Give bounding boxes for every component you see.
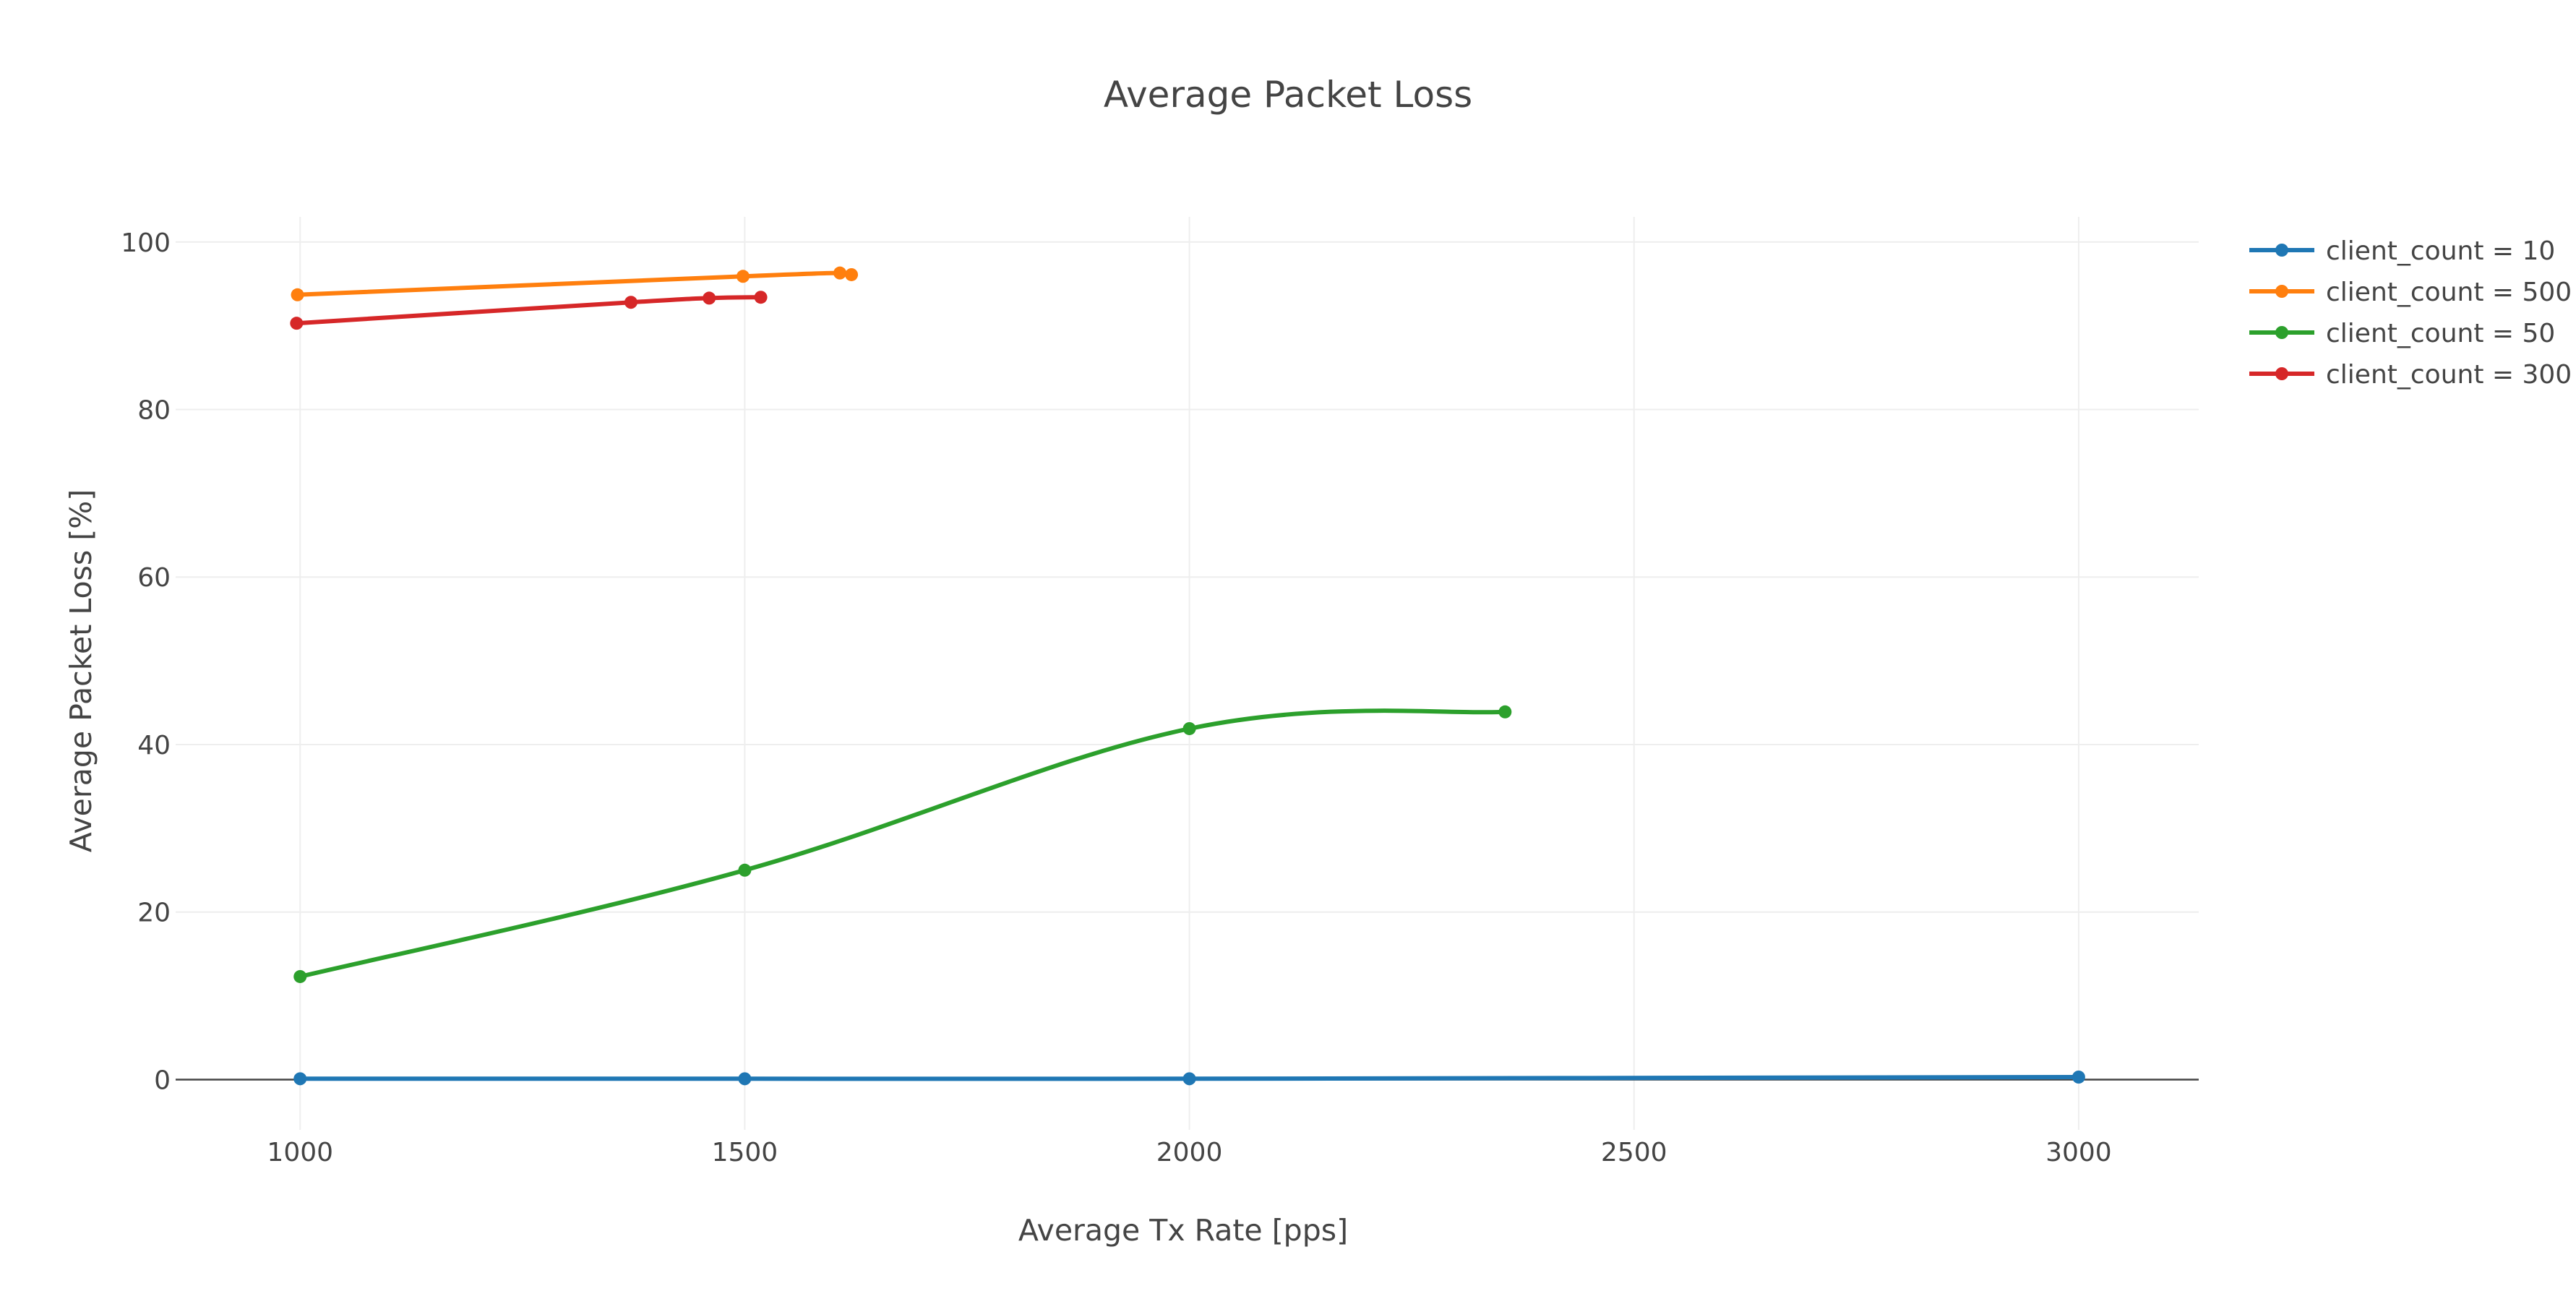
series-line <box>298 708 1508 979</box>
data-point <box>833 266 847 280</box>
data-point <box>291 288 304 301</box>
x-tick-label: 1500 <box>712 1138 778 1167</box>
data-point <box>290 317 304 330</box>
legend-item[interactable]: client_count = 10 <box>2249 236 2555 266</box>
data-point <box>738 863 752 877</box>
legend-label: client_count = 50 <box>2326 319 2555 348</box>
data-point <box>738 1072 752 1086</box>
data-point <box>845 267 859 281</box>
legend-marker <box>2275 285 2288 298</box>
legend-item[interactable]: client_count = 500 <box>2249 278 2572 307</box>
legend-label: client_count = 300 <box>2326 360 2572 390</box>
series-0 <box>293 1071 2085 1086</box>
series-line <box>294 295 763 326</box>
series-line <box>295 270 855 297</box>
data-point <box>1182 1072 1196 1086</box>
legend-marker <box>2275 367 2288 380</box>
legend: client_count = 10 client_count = 500 clien… <box>2249 236 2572 390</box>
y-tick-label: 0 <box>154 1066 171 1095</box>
legend-label: client_count = 10 <box>2326 236 2555 266</box>
data-point <box>736 270 750 283</box>
y-tick-label: 20 <box>137 899 171 928</box>
y-tick-label: 60 <box>137 563 171 593</box>
x-tick-label: 2000 <box>1156 1138 1223 1167</box>
chart-title: Average Packet Loss <box>1104 74 1472 116</box>
x-tick-label: 1000 <box>267 1138 333 1167</box>
data-point <box>624 296 637 309</box>
legend-label: client_count = 500 <box>2326 278 2572 307</box>
series-3 <box>290 291 768 330</box>
data-point <box>754 291 768 304</box>
y-tick-label: 80 <box>137 396 171 426</box>
data-point <box>1182 721 1196 735</box>
data-point <box>2071 1071 2085 1084</box>
series-2 <box>293 705 1512 983</box>
legend-item[interactable]: client_count = 300 <box>2249 360 2572 390</box>
series-line <box>298 1075 2081 1081</box>
grid-lines <box>176 217 2199 1130</box>
x-tick-label: 3000 <box>2045 1138 2112 1167</box>
y-tick-label: 100 <box>121 228 171 258</box>
data-point <box>293 1072 307 1086</box>
legend-marker <box>2275 244 2288 257</box>
axes: 1000 1500 2000 2500 3000 0 20 40 60 80 100 <box>121 228 2199 1167</box>
data-point <box>703 291 716 305</box>
y-tick-label: 40 <box>137 731 171 760</box>
x-tick-label: 2500 <box>1601 1138 1667 1167</box>
series-lines <box>290 266 2085 1086</box>
data-point <box>293 969 307 983</box>
x-axis-title: Average Tx Rate [pps] <box>1018 1213 1348 1248</box>
legend-item[interactable]: client_count = 50 <box>2249 319 2555 348</box>
series-1 <box>291 266 859 301</box>
data-point <box>1498 705 1512 719</box>
y-axis-title: Average Packet Loss [%] <box>64 489 98 852</box>
legend-marker <box>2275 326 2288 339</box>
